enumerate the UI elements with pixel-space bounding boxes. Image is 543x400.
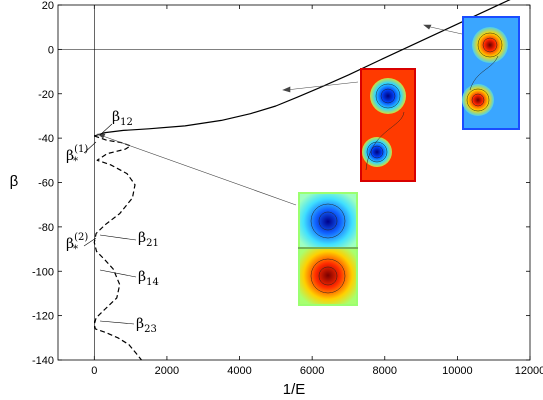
y-tick-label: -140: [32, 355, 54, 367]
leader-middle: [285, 81, 359, 91]
x-tick-label: 2000: [155, 365, 179, 377]
leader-right: [425, 25, 463, 35]
y-tick-label: -100: [32, 266, 54, 278]
y-tick-label: 0: [48, 44, 54, 56]
x-tick-label: 6000: [300, 365, 324, 377]
series-group: [93, 0, 511, 361]
beta-14-arrow: [99, 269, 137, 278]
beta-23-arrow: [99, 320, 135, 325]
inset-leaders: [97, 24, 463, 206]
x-tick-label: 4000: [227, 365, 251, 377]
x-axis-label: 1/E: [283, 381, 306, 398]
y-tick-label: -40: [38, 133, 54, 145]
y-tick-label: -120: [32, 311, 54, 323]
y-tick-label: -80: [38, 222, 54, 234]
inset-mode-split: [298, 192, 358, 306]
x-tick-label: 0: [91, 365, 97, 377]
series-line-dashed: [93, 135, 142, 361]
beta-12-arrow: [99, 123, 113, 136]
x-tick-label: 12000: [515, 365, 543, 377]
y-axis-label: β: [10, 173, 19, 190]
leader-split: [99, 134, 297, 206]
beta-21-arrow: [99, 234, 137, 241]
x-tick-label: 8000: [373, 365, 397, 377]
y-tick-label: 20: [42, 0, 54, 12]
y-tick-label: -20: [38, 89, 54, 101]
axis-ticks: 0 2000 4000 6000 8000 10000 12000 20 0 -20 -40 -60 -…: [32, 0, 543, 377]
y-tick-label: -60: [38, 178, 54, 190]
zero-lines: [58, 5, 530, 360]
x-tick-label: 10000: [442, 365, 473, 377]
beta-star-1-arrow: [83, 141, 97, 154]
inset-mode-right: [462, 16, 520, 130]
plot-frame: [57, 4, 531, 361]
beta-star-2-arrow: [83, 237, 97, 247]
series-line-solid: [94, 0, 511, 137]
inset-mode-middle: [360, 68, 416, 182]
